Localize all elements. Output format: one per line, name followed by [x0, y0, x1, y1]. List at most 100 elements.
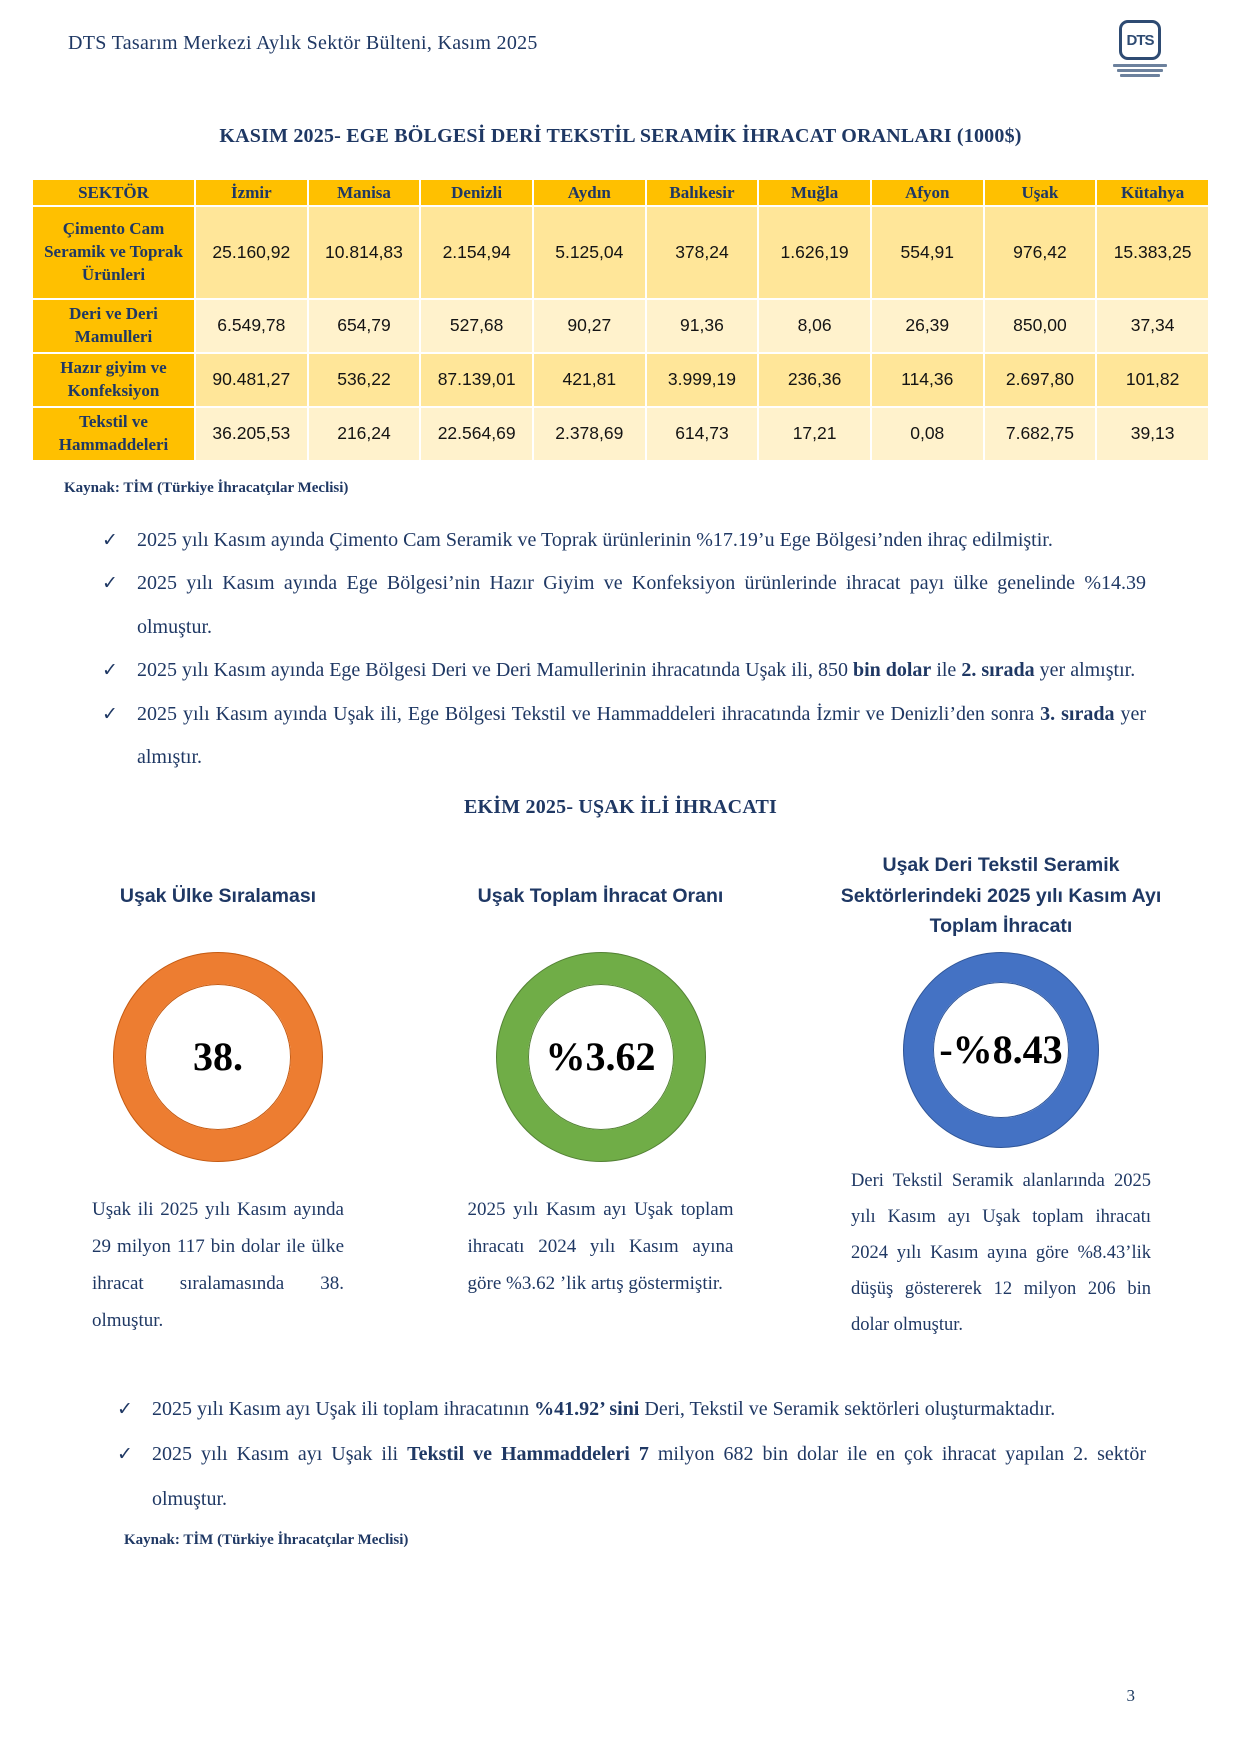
- table-cell: 0,08: [869, 405, 985, 462]
- bulletin-title: DTS Tasarım Merkezi Aylık Sektör Bülteni…: [68, 32, 538, 54]
- list-item: ✓ 2025 yılı Kasım ayında Ege Bölgesi Der…: [100, 649, 1146, 693]
- ring-value: %3.62: [545, 1034, 656, 1080]
- source-note: Kaynak: TİM (Türkiye İhracatçılar Meclis…: [64, 479, 349, 496]
- card-description: Uşak ili 2025 yılı Kasım ayında 29 milyo…: [92, 1198, 344, 1331]
- conclusions-list: ✓ 2025 yılı Kasım ayı Uşak ili toplam ih…: [115, 1387, 1146, 1522]
- column-header: Denizli: [419, 178, 534, 207]
- table-cell: 614,73: [644, 405, 760, 462]
- list-item-text: 2025 yılı Kasım ayında Çimento Cam Seram…: [137, 528, 1053, 551]
- table-cell: 2.154,94: [419, 205, 534, 300]
- table-cell: 101,82: [1095, 351, 1210, 408]
- list-item-text: 2025 yılı Kasım ayında Ege Bölgesi Deri …: [137, 659, 1136, 682]
- row-header: Deri ve Deri Mamulleri: [31, 298, 196, 354]
- table-cell: 7.682,75: [982, 405, 1098, 462]
- table-cell: 3.999,19: [644, 351, 760, 408]
- column-header: Uşak: [982, 178, 1098, 207]
- table-cell: 976,42: [982, 205, 1098, 300]
- list-item: ✓ 2025 yılı Kasım ayında Çimento Cam Ser…: [100, 519, 1146, 563]
- table-cell: 850,00: [982, 298, 1098, 354]
- table-cell: 87.139,01: [419, 351, 534, 408]
- checkmark-icon: ✓: [117, 1442, 133, 1465]
- table-header-row: SEKTÖR İzmir Manisa Denizli Aydın Balıke…: [31, 178, 1210, 207]
- column-header: Kütahya: [1095, 178, 1210, 207]
- table-cell: 114,36: [869, 351, 985, 408]
- table-cell: 536,22: [306, 351, 422, 408]
- table-cell: 378,24: [644, 205, 760, 300]
- table-cell: 26,39: [869, 298, 985, 354]
- table-cell: 39,13: [1095, 405, 1210, 462]
- table-section-title: KASIM 2025- EGE BÖLGESİ DERİ TEKSTİL SER…: [219, 125, 1022, 147]
- table-cell: 22.564,69: [419, 405, 534, 462]
- page-number: 3: [1126, 1686, 1136, 1705]
- table-cell: 554,91: [869, 205, 985, 300]
- list-item-text: 2025 yılı Kasım ayı Uşak ili toplam ihra…: [152, 1397, 1056, 1420]
- donut-ring-blue: -%8.43: [904, 952, 1098, 1147]
- donut-ring-green: %3.62: [496, 952, 705, 1161]
- sector-total-card: Uşak Deri Tekstil Seramik Sektörlerindek…: [827, 841, 1175, 1343]
- table-cell: 2.378,69: [531, 405, 647, 462]
- donut-cards: Uşak Ülke Sıralaması 38. Uşak ili 2025 y…: [0, 841, 1241, 1343]
- checkmark-icon: ✓: [102, 659, 118, 682]
- column-header: Aydın: [531, 178, 647, 207]
- column-header: Manisa: [306, 178, 422, 207]
- column-header: İzmir: [194, 178, 309, 207]
- table-cell: 216,24: [306, 405, 422, 462]
- table-row: Çimento Cam Seramik ve Toprak Ürünleri 2…: [31, 205, 1210, 300]
- table-row: Hazır giyim ve Konfeksiyon 90.481,27 536…: [31, 351, 1210, 408]
- card-heading: Uşak Toplam İhracat Oranı: [477, 884, 724, 907]
- table-cell: 37,34: [1095, 298, 1210, 354]
- checkmark-icon: ✓: [102, 572, 118, 595]
- row-header: Hazır giyim ve Konfeksiyon: [31, 351, 196, 408]
- row-header: Tekstil ve Hammaddeleri: [31, 405, 196, 462]
- table-cell: 36.205,53: [194, 405, 309, 462]
- table-cell: 91,36: [644, 298, 760, 354]
- row-header: Çimento Cam Seramik ve Toprak Ürünleri: [31, 205, 196, 300]
- list-item-text: 2025 yılı Kasım ayında Ege Bölgesi’nin H…: [137, 572, 1146, 638]
- ring-value: -%8.43: [939, 1027, 1063, 1073]
- table-cell: 2.697,80: [982, 351, 1098, 408]
- list-item: ✓ 2025 yılı Kasım ayında Uşak ili, Ege B…: [100, 693, 1146, 780]
- table-cell: 5.125,04: [531, 205, 647, 300]
- donut-ring-orange: 38.: [114, 952, 322, 1161]
- list-item: ✓ 2025 yılı Kasım ayı Uşak ili Tekstil v…: [115, 1432, 1146, 1522]
- usak-section-title: EKİM 2025- UŞAK İLİ İHRACATI: [463, 795, 778, 818]
- table-cell: 654,79: [306, 298, 422, 354]
- dts-logo-caption: [1111, 64, 1169, 77]
- table-row: Tekstil ve Hammaddeleri 36.205,53 216,24…: [31, 405, 1210, 462]
- table-cell: 8,06: [757, 298, 872, 354]
- export-table: SEKTÖR İzmir Manisa Denizli Aydın Balıke…: [31, 178, 1210, 462]
- list-item-text: 2025 yılı Kasım ayında Uşak ili, Ege Böl…: [137, 702, 1146, 769]
- table-cell: 17,21: [757, 405, 872, 462]
- checkmark-icon: ✓: [102, 528, 118, 551]
- dts-logo: DTS: [1111, 20, 1169, 79]
- table-cell: 90,27: [531, 298, 647, 354]
- table-cell: 25.160,92: [194, 205, 309, 300]
- table-cell: 15.383,25: [1095, 205, 1210, 300]
- checkmark-icon: ✓: [102, 702, 118, 725]
- card-description: Deri Tekstil Seramik alanlarında 2025 yı…: [851, 1170, 1151, 1335]
- table-cell: 10.814,83: [306, 205, 422, 300]
- card-heading: Uşak Deri Tekstil Seramik Sektörlerindek…: [840, 854, 1162, 937]
- column-header: SEKTÖR: [31, 178, 196, 207]
- findings-list: ✓ 2025 yılı Kasım ayında Çimento Cam Ser…: [100, 519, 1146, 780]
- table-cell: 527,68: [419, 298, 534, 354]
- country-rank-card: Uşak Ülke Sıralaması 38. Uşak ili 2025 y…: [62, 841, 374, 1343]
- table-cell: 90.481,27: [194, 351, 309, 408]
- table-cell: 236,36: [757, 351, 872, 408]
- column-header: Muğla: [757, 178, 872, 207]
- table-cell: 6.549,78: [194, 298, 309, 354]
- column-header: Afyon: [869, 178, 985, 207]
- table-cell: 421,81: [531, 351, 647, 408]
- list-item: ✓ 2025 yılı Kasım ayında Ege Bölgesi’nin…: [100, 562, 1146, 649]
- page-header: DTS Tasarım Merkezi Aylık Sektör Bülteni…: [0, 0, 1241, 79]
- table-row: Deri ve Deri Mamulleri 6.549,78 654,79 5…: [31, 298, 1210, 354]
- dts-logo-icon: DTS: [1119, 20, 1161, 60]
- source-note: Kaynak: TİM (Türkiye İhracatçılar Meclis…: [124, 1531, 409, 1548]
- list-item-text: 2025 yılı Kasım ayı Uşak ili Tekstil ve …: [152, 1442, 1147, 1510]
- card-heading: Uşak Ülke Sıralaması: [119, 884, 317, 907]
- column-header: Balıkesir: [644, 178, 760, 207]
- ring-value: 38.: [193, 1034, 243, 1080]
- table-cell: 1.626,19: [757, 205, 872, 300]
- export-rate-card: Uşak Toplam İhracat Oranı %3.62 2025 yıl…: [458, 841, 744, 1343]
